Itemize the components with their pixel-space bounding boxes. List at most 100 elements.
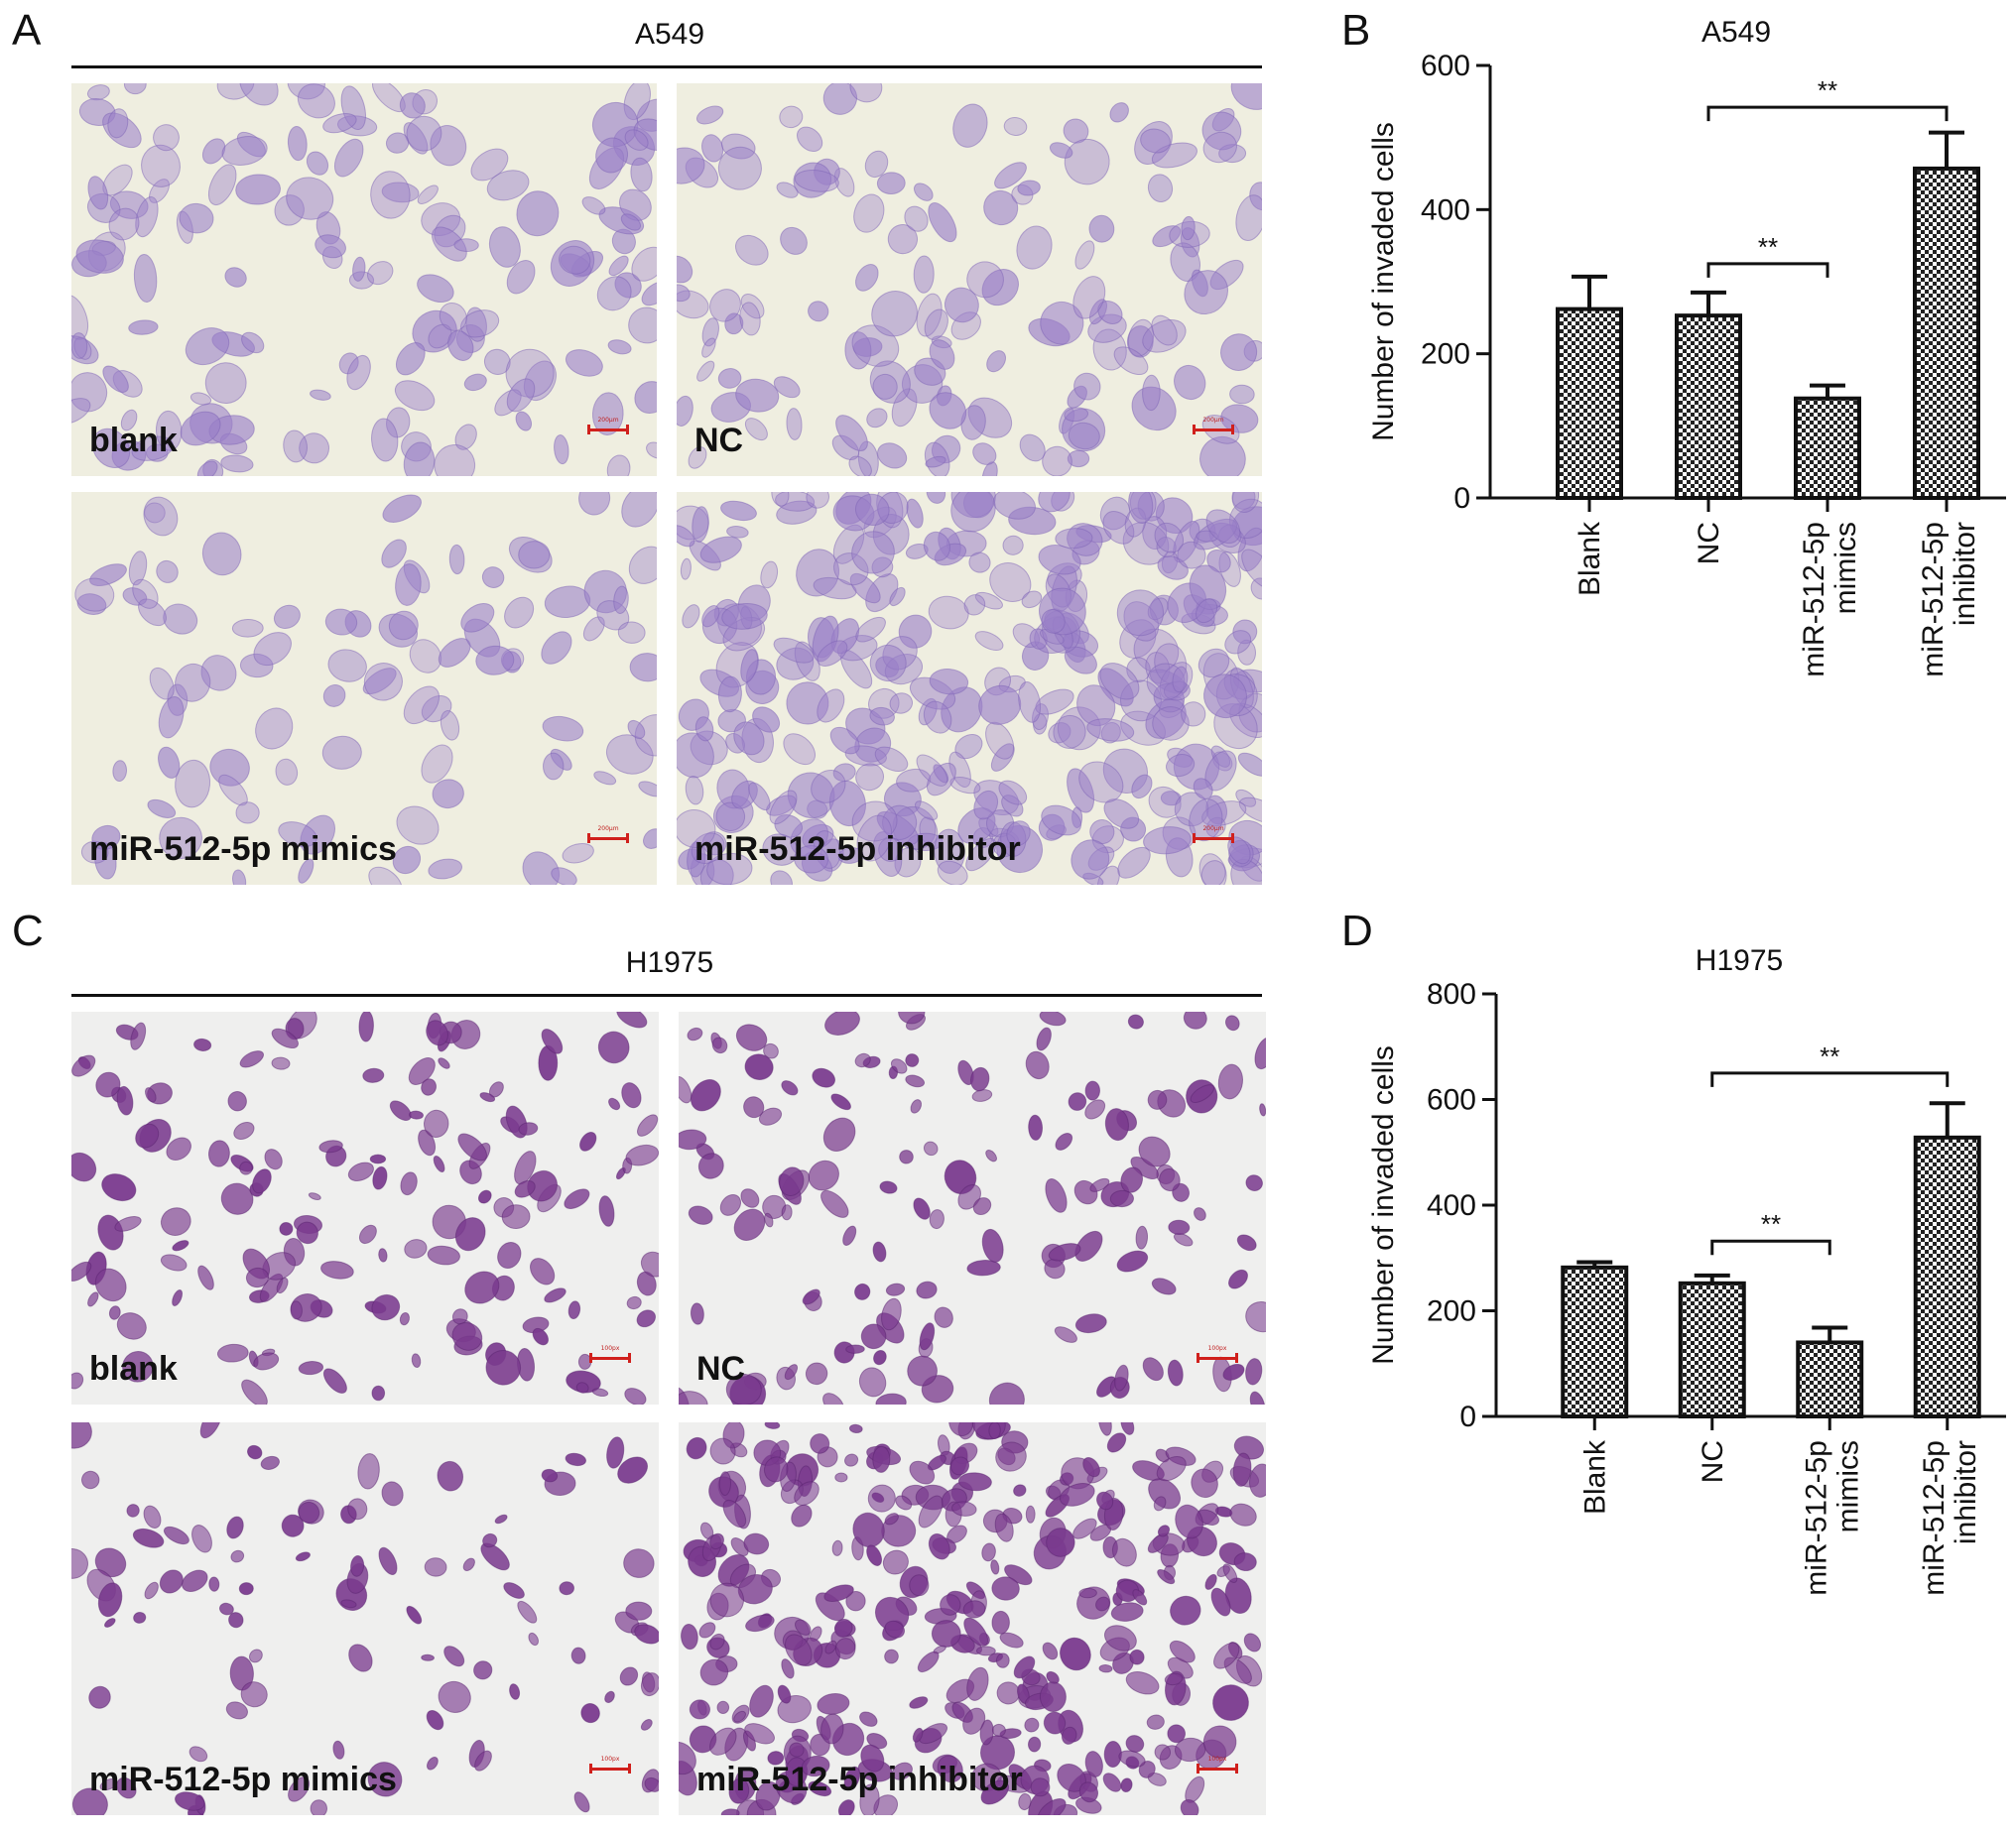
cell-shape xyxy=(172,1240,189,1252)
cell-shape xyxy=(940,1594,961,1616)
cell-shape xyxy=(1027,1736,1042,1753)
x-tick-label: NC xyxy=(1697,1440,1729,1483)
cell-shape xyxy=(906,498,924,529)
cell-shape xyxy=(869,706,895,726)
cell-shape xyxy=(1127,318,1155,357)
cell-shape xyxy=(630,157,653,192)
cell-shape xyxy=(1078,761,1124,803)
cell-shape xyxy=(929,1209,945,1230)
cell-shape xyxy=(503,1582,525,1599)
cell-shape xyxy=(347,1498,368,1521)
cell-shape xyxy=(1143,826,1192,855)
cell-shape xyxy=(1199,435,1246,476)
cell-shape xyxy=(403,685,441,725)
cell-shape xyxy=(899,1150,914,1164)
cell-shape xyxy=(160,1207,191,1236)
bar-chart-h1975: H1975 Number of invaded cells 0 200 400 600 80… xyxy=(1341,913,2016,1831)
cell-shape xyxy=(114,1216,142,1232)
cell-shape xyxy=(950,492,996,533)
cell-shape xyxy=(147,798,177,818)
cell-shape xyxy=(909,1460,936,1485)
cell-shape xyxy=(1025,1050,1050,1080)
cell-shape xyxy=(1035,688,1074,715)
cell-shape xyxy=(245,1267,270,1288)
cell-shape xyxy=(216,1343,249,1363)
cell-shape xyxy=(706,852,753,885)
cell-shape xyxy=(680,557,692,580)
cell-shape xyxy=(994,1513,1014,1542)
scale-bar: 200μm xyxy=(1193,417,1234,434)
bar-blank xyxy=(1561,1265,1629,1418)
cell-shape xyxy=(631,246,657,282)
scale-bar: 100px xyxy=(589,1756,631,1774)
cell-shape xyxy=(238,1582,254,1596)
cell-shape xyxy=(1114,1364,1129,1392)
cell-shape xyxy=(698,1622,716,1639)
cell-shape xyxy=(613,585,629,614)
cell-shape xyxy=(253,632,292,667)
cell-shape xyxy=(786,681,829,725)
cell-shape xyxy=(634,714,657,757)
cell-shape xyxy=(1202,1725,1237,1759)
cell-shape xyxy=(872,373,898,400)
cell-shape xyxy=(1013,1484,1027,1497)
cell-shape xyxy=(481,566,505,588)
cell-shape xyxy=(851,531,895,574)
cell-shape xyxy=(1098,1663,1113,1673)
cell-shape xyxy=(1142,374,1161,412)
cell-shape xyxy=(421,1078,438,1096)
cell-shape xyxy=(71,398,91,425)
cell-shape xyxy=(239,1161,253,1175)
cell-shape xyxy=(688,446,707,469)
cell-shape xyxy=(409,1110,424,1120)
cell-shape xyxy=(621,492,657,528)
cell-shape xyxy=(624,129,649,151)
cell-shape xyxy=(358,1012,374,1042)
cell-shape xyxy=(1224,630,1252,655)
cell-shape xyxy=(834,1638,856,1660)
cell-shape xyxy=(860,1744,885,1773)
x-tick-label: miR-512-5pmimics xyxy=(1800,1440,1864,1596)
cell-shape xyxy=(1224,1015,1240,1032)
cell-shape xyxy=(596,600,630,631)
cell-shape xyxy=(1071,839,1110,880)
x-tick-label: NC xyxy=(1693,522,1725,564)
cell-shape xyxy=(91,428,131,469)
cell-shape xyxy=(980,1779,1010,1805)
cell-shape xyxy=(1147,1533,1169,1553)
cell-shape xyxy=(367,1762,403,1797)
cell-shape xyxy=(957,1472,992,1492)
cell-shape xyxy=(1229,384,1255,405)
cell-shape xyxy=(224,267,247,288)
cell-shape xyxy=(872,1241,887,1263)
cell-shape xyxy=(207,164,237,206)
cell-shape xyxy=(923,1141,939,1157)
micrograph-cells xyxy=(679,1012,1266,1405)
cell-shape xyxy=(1173,1232,1194,1247)
cell-shape xyxy=(966,1260,1001,1277)
cell-shape xyxy=(859,1711,878,1727)
y-tick-label: 600 xyxy=(1421,50,1470,82)
cell-shape xyxy=(1174,364,1206,401)
cell-shape xyxy=(143,1505,162,1529)
cell-shape xyxy=(1245,1358,1263,1386)
cell-shape xyxy=(744,1053,774,1080)
cell-shape xyxy=(606,1436,625,1469)
micrograph-cells xyxy=(71,1422,659,1815)
cell-shape xyxy=(451,1321,483,1351)
cell-shape xyxy=(1132,1589,1148,1606)
cell-shape xyxy=(918,697,938,726)
cell-shape xyxy=(848,1423,863,1434)
cell-shape xyxy=(102,365,129,393)
cell-shape xyxy=(396,805,440,845)
cell-shape xyxy=(432,779,464,809)
cell-shape xyxy=(866,1544,883,1566)
cell-shape xyxy=(399,1311,411,1326)
cell-shape xyxy=(621,1082,642,1109)
cell-shape xyxy=(347,1162,374,1182)
scale-bar: 100px xyxy=(1197,1756,1238,1774)
cell-shape xyxy=(426,1709,444,1731)
cell-shape xyxy=(144,502,166,524)
cell-shape xyxy=(131,435,175,461)
cell-shape xyxy=(474,1750,492,1772)
